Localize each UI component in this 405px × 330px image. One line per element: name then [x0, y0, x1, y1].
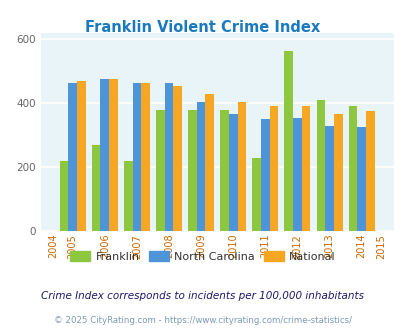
Bar	[237, 102, 246, 231]
Bar	[100, 79, 109, 231]
Bar	[60, 161, 68, 231]
Bar	[196, 102, 205, 231]
Bar	[173, 86, 181, 231]
Bar	[356, 127, 365, 231]
Bar	[68, 82, 77, 231]
Bar	[156, 110, 164, 231]
Bar	[124, 161, 132, 231]
Bar	[324, 126, 333, 231]
Bar	[132, 82, 141, 231]
Bar	[333, 115, 342, 231]
Bar	[348, 107, 356, 231]
Text: Crime Index corresponds to incidents per 100,000 inhabitants: Crime Index corresponds to incidents per…	[41, 291, 364, 301]
Bar	[269, 107, 278, 231]
Bar	[316, 100, 324, 231]
Bar	[141, 82, 149, 231]
Bar	[301, 107, 310, 231]
Text: Franklin Violent Crime Index: Franklin Violent Crime Index	[85, 20, 320, 35]
Bar	[109, 79, 117, 231]
Bar	[365, 111, 374, 231]
Bar	[188, 110, 196, 231]
Bar	[292, 117, 301, 231]
Bar	[205, 94, 213, 231]
Legend: Franklin, North Carolina, National: Franklin, North Carolina, National	[66, 247, 339, 267]
Bar	[260, 119, 269, 231]
Bar	[164, 82, 173, 231]
Bar	[252, 157, 260, 231]
Bar	[284, 50, 292, 231]
Bar	[220, 110, 228, 231]
Bar	[92, 145, 100, 231]
Text: © 2025 CityRating.com - https://www.cityrating.com/crime-statistics/: © 2025 CityRating.com - https://www.city…	[54, 316, 351, 325]
Bar	[77, 81, 85, 231]
Bar	[228, 115, 237, 231]
